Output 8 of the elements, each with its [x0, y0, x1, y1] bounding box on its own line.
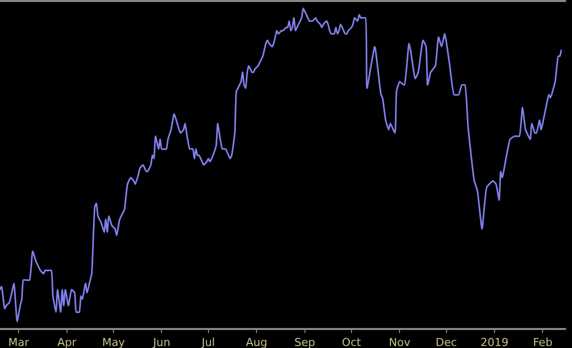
x-tick-label: Nov: [388, 336, 411, 348]
x-tick-label: Oct: [342, 336, 362, 348]
x-tick-label: Feb: [532, 336, 552, 348]
x-tick-label: Jun: [152, 336, 170, 348]
x-tick-label: Dec: [436, 336, 457, 348]
x-tick-label: Mar: [8, 336, 30, 348]
x-tick-label: 2019: [480, 336, 508, 348]
x-tick-label: Jul: [200, 336, 215, 348]
